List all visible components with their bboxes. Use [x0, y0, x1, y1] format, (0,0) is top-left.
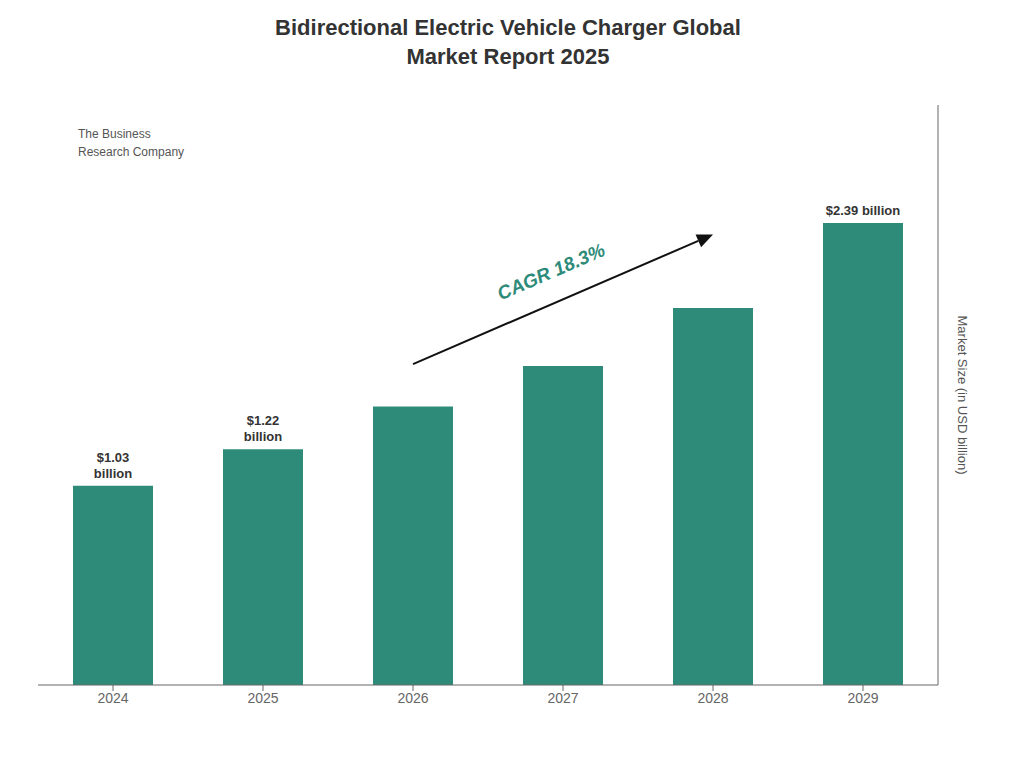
- svg-text:$1.03billion: $1.03billion: [94, 450, 132, 481]
- svg-text:$1.22billion: $1.22billion: [244, 413, 282, 444]
- svg-text:2028: 2028: [697, 690, 728, 706]
- svg-text:2025: 2025: [247, 690, 278, 706]
- svg-text:Market Size (in USD billion): Market Size (in USD billion): [955, 316, 970, 475]
- html-text:The Business Research Company: The Business Research Company: [78, 127, 185, 160]
- svg-text:CAGR 18.3%: CAGR 18.3%: [494, 239, 608, 304]
- html-text:Bidirectional Electric Vehicle: Bidirectional Electric Vehicle Charger G…: [275, 15, 741, 69]
- svg-text:2024: 2024: [97, 690, 128, 706]
- svg-text:2026: 2026: [397, 690, 428, 706]
- svg-text:2027: 2027: [547, 690, 578, 706]
- svg-text:2029: 2029: [847, 690, 878, 706]
- svg-text:$2.39 billion: $2.39 billion: [826, 203, 900, 218]
